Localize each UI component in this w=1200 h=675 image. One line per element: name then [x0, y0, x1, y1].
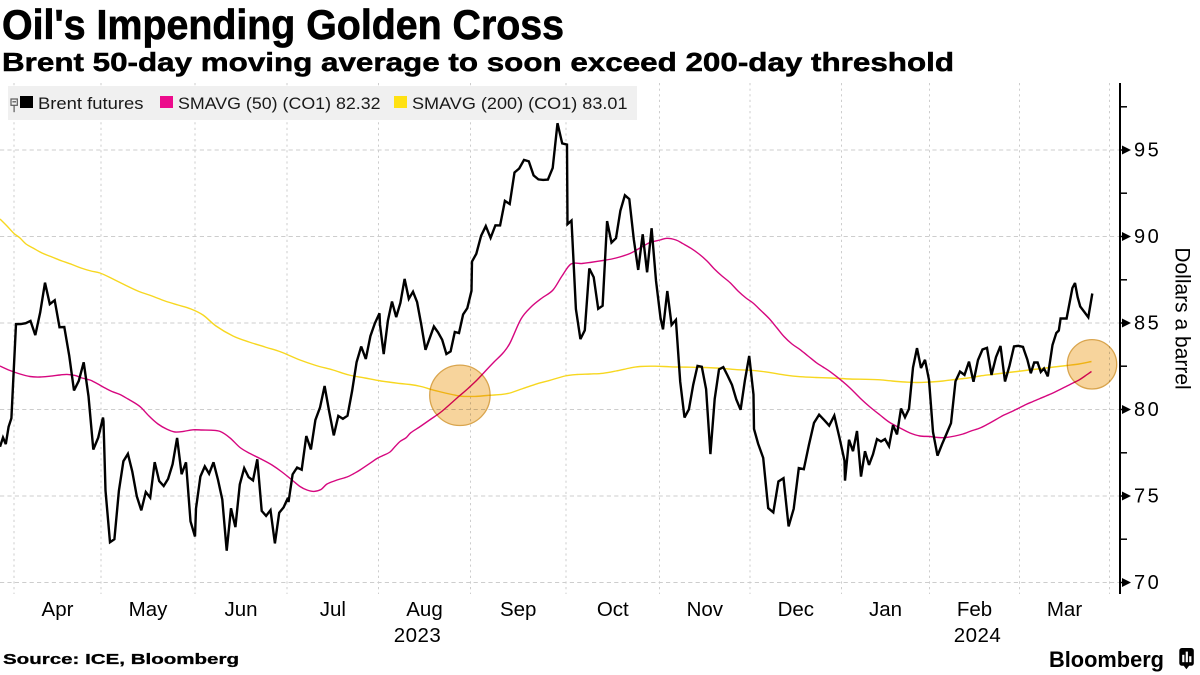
svg-text:Oct: Oct [597, 598, 629, 621]
svg-text:Apr: Apr [42, 598, 74, 621]
svg-text:Aug: Aug [406, 598, 442, 621]
svg-text:70: 70 [1134, 572, 1161, 594]
svg-text:Jan: Jan [869, 598, 902, 621]
svg-text:Dec: Dec [778, 598, 814, 621]
svg-text:Feb: Feb [957, 598, 992, 621]
svg-text:Dollars a barrel: Dollars a barrel [1171, 247, 1194, 389]
svg-text:Mar: Mar [1047, 598, 1082, 621]
svg-text:Nov: Nov [687, 598, 724, 621]
svg-text:80: 80 [1134, 399, 1161, 421]
svg-text:75: 75 [1134, 486, 1161, 508]
svg-text:Jul: Jul [320, 598, 346, 621]
svg-text:2024: 2024 [954, 624, 1002, 647]
svg-text:Sep: Sep [500, 598, 536, 621]
svg-text:Jun: Jun [224, 598, 257, 621]
svg-text:2023: 2023 [394, 624, 442, 647]
svg-text:May: May [129, 598, 168, 621]
svg-text:90: 90 [1134, 226, 1161, 248]
svg-text:95: 95 [1134, 140, 1161, 162]
svg-text:85: 85 [1134, 313, 1161, 335]
